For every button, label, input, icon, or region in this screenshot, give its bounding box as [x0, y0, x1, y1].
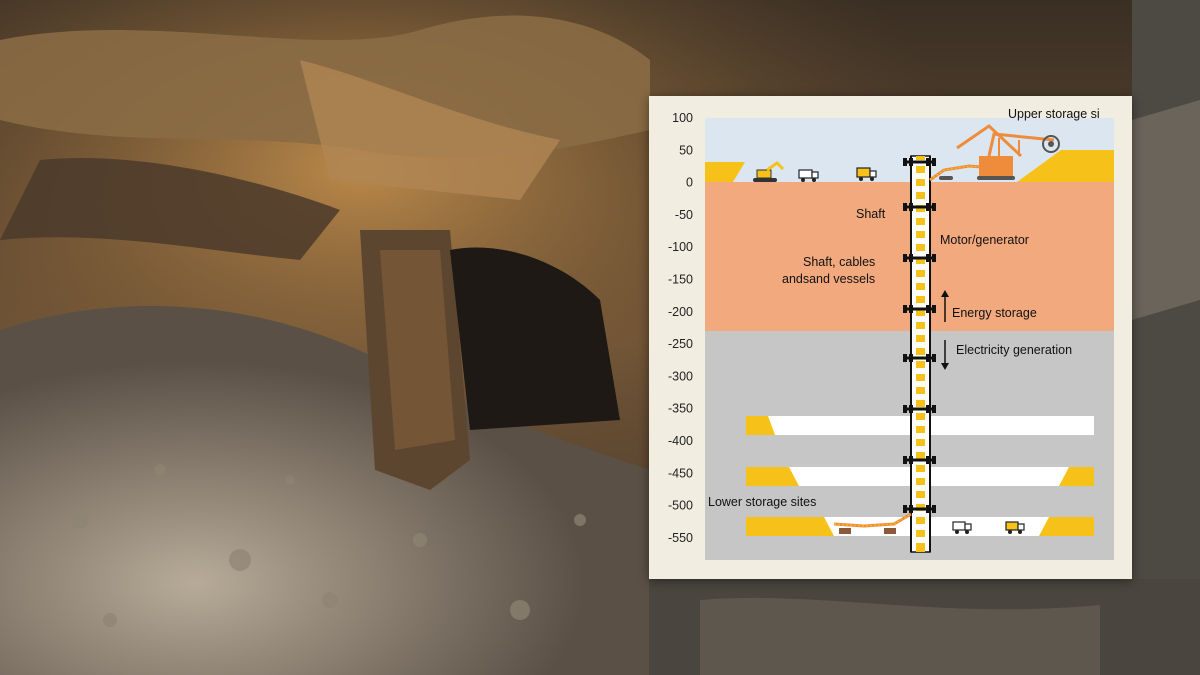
- sand-vessel: [916, 524, 925, 530]
- sand-vessel: [916, 342, 925, 348]
- bucket-wheel-excavator-icon: [939, 124, 1060, 180]
- sand-vessel: [916, 251, 925, 257]
- shaft-cables-label: Shaft, cables: [803, 255, 875, 269]
- sand-vessel: [916, 446, 925, 452]
- diagram-card: 100 50 0 -50 -100 -150 -200 -250 -300 -350 -400 -45…: [649, 96, 1132, 579]
- sand-vessel: [916, 173, 925, 179]
- y-tick-label: -400: [668, 434, 693, 448]
- y-tick-label: -50: [675, 208, 693, 222]
- truck-icon: [856, 167, 877, 181]
- electricity-generation-label: Electricity generation: [956, 343, 1072, 357]
- sand-vessel: [916, 199, 925, 205]
- motor-generator-unit: [903, 203, 936, 211]
- sand-vessel: [916, 381, 925, 387]
- motor-generator-unit: [903, 405, 936, 413]
- lower-storage-label: Lower storage sites: [708, 495, 816, 509]
- y-tick-label: 0: [686, 176, 693, 190]
- sand-vessel: [916, 420, 925, 426]
- sand-vessel: [916, 316, 925, 322]
- y-tick-label: -200: [668, 305, 693, 319]
- motor-generator-unit: [903, 158, 936, 166]
- shaft-label: Shaft: [856, 207, 886, 221]
- energy-storage-label: Energy storage: [952, 306, 1037, 320]
- y-tick-label: -250: [668, 337, 693, 351]
- sand-vessel: [916, 225, 925, 231]
- sand-vessel: [916, 433, 925, 439]
- sand-vessel: [916, 459, 925, 465]
- sand-vessel: [916, 186, 925, 192]
- upper-sand-pile-left: [705, 162, 745, 182]
- truck-icon: [1005, 521, 1025, 534]
- truck-icon: [798, 169, 819, 182]
- sand-vessels-label: andsand vessels: [782, 272, 875, 286]
- truck-icon: [952, 521, 972, 534]
- y-tick-label: 100: [672, 111, 693, 125]
- y-tick-label: -100: [668, 240, 693, 254]
- y-tick-label: -350: [668, 402, 693, 416]
- sand-vessel: [916, 537, 925, 543]
- conveyor-icon: [833, 512, 912, 534]
- electricity-generation-arrow-icon: [941, 340, 949, 370]
- y-tick-label: 50: [679, 143, 693, 157]
- motor-generator-unit: [903, 354, 936, 362]
- sand-vessel: [916, 277, 925, 283]
- sand-vessel: [916, 394, 925, 400]
- motor-generator-units: [903, 158, 936, 513]
- motor-generator-label: Motor/generator: [940, 233, 1029, 247]
- sand-vessel: [916, 472, 925, 478]
- y-tick-label: -550: [668, 531, 693, 545]
- sand-vessel: [916, 485, 925, 491]
- sand-vessel: [916, 368, 925, 374]
- motor-generator-unit: [903, 305, 936, 313]
- motor-generator-unit: [903, 505, 936, 513]
- upper-storage-label: Upper storage si: [1008, 107, 1100, 121]
- motor-generator-unit: [903, 456, 936, 464]
- y-tick-label: -300: [668, 369, 693, 383]
- sand-vessel: [916, 511, 925, 517]
- y-tick-label: -150: [668, 273, 693, 287]
- upper-sand-pile-right: [1017, 150, 1114, 182]
- sand-vessel: [916, 498, 925, 504]
- sand-battery-mine-diagram: 100 50 0 -50 -100 -150 -200 -250 -300 -350 -400 -45…: [668, 96, 1132, 579]
- sand-vessel: [916, 212, 925, 218]
- sand-vessel: [916, 238, 925, 244]
- energy-storage-arrow-icon: [941, 290, 949, 322]
- sand-vessel: [916, 290, 925, 296]
- y-tick-label: -500: [668, 499, 693, 513]
- sand-vessel: [916, 264, 925, 270]
- motor-generator-unit: [903, 254, 936, 262]
- sand-vessel: [916, 303, 925, 309]
- excavator-icon: [753, 161, 785, 182]
- y-axis-ticks: 100 50 0 -50 -100 -150 -200 -250 -300 -350 -400 -45…: [668, 111, 693, 545]
- y-tick-label: -450: [668, 466, 693, 480]
- sand-vessel: [916, 329, 925, 335]
